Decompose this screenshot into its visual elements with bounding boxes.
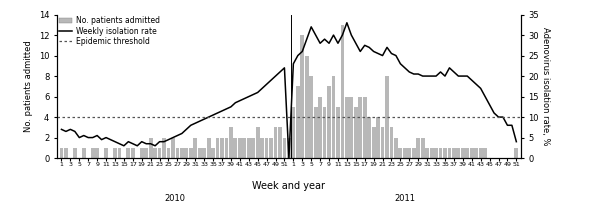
Bar <box>247 137 251 158</box>
Bar <box>64 148 68 158</box>
Bar <box>144 148 148 158</box>
Bar <box>412 148 416 158</box>
Bar <box>341 25 344 158</box>
Bar <box>398 148 402 158</box>
Bar <box>434 148 438 158</box>
Bar <box>376 117 380 158</box>
Bar <box>314 107 317 158</box>
Bar <box>73 148 77 158</box>
Bar <box>104 148 108 158</box>
Bar <box>421 137 425 158</box>
Bar <box>310 76 313 158</box>
Bar <box>345 97 349 158</box>
Bar <box>265 137 268 158</box>
Text: 2010: 2010 <box>164 194 185 203</box>
Bar <box>180 148 184 158</box>
Y-axis label: Adenovirus isolation rate, %: Adenovirus isolation rate, % <box>541 27 550 146</box>
Bar <box>113 148 117 158</box>
Bar <box>336 107 340 158</box>
Bar <box>153 148 157 158</box>
Bar <box>149 137 152 158</box>
Bar <box>301 35 304 158</box>
Bar <box>224 137 229 158</box>
Bar <box>140 148 143 158</box>
Bar <box>514 148 518 158</box>
Bar <box>278 127 282 158</box>
Bar <box>363 97 367 158</box>
Bar <box>287 137 291 158</box>
Bar <box>251 137 255 158</box>
Bar <box>167 148 170 158</box>
Bar <box>448 148 451 158</box>
Bar <box>475 148 478 158</box>
Bar <box>211 148 215 158</box>
Bar <box>443 148 447 158</box>
Bar <box>220 137 224 158</box>
Bar <box>171 137 175 158</box>
Bar <box>305 56 308 158</box>
Bar <box>59 148 64 158</box>
Bar <box>461 148 465 158</box>
Bar <box>457 148 460 158</box>
Bar <box>229 127 233 158</box>
Bar <box>372 127 376 158</box>
Bar <box>470 148 473 158</box>
X-axis label: Week and year: Week and year <box>253 181 325 191</box>
Bar <box>256 127 260 158</box>
Bar <box>452 148 456 158</box>
Text: 2011: 2011 <box>394 194 415 203</box>
Legend: No. patients admitted, Weekly isolation rate, Epidemic threshold: No. patients admitted, Weekly isolation … <box>59 16 160 46</box>
Bar <box>207 137 211 158</box>
Bar <box>380 127 385 158</box>
Bar <box>162 137 166 158</box>
Bar <box>95 148 99 158</box>
Bar <box>82 148 86 158</box>
Bar <box>176 148 179 158</box>
Bar <box>198 148 202 158</box>
Bar <box>260 137 264 158</box>
Bar <box>238 137 242 158</box>
Bar <box>158 148 161 158</box>
Bar <box>292 107 295 158</box>
Bar <box>407 148 411 158</box>
Bar <box>269 137 273 158</box>
Bar <box>430 148 434 158</box>
Bar <box>91 148 95 158</box>
Bar <box>416 137 420 158</box>
Bar <box>127 148 130 158</box>
Bar <box>274 127 277 158</box>
Bar <box>385 76 389 158</box>
Bar <box>466 148 469 158</box>
Bar <box>202 148 206 158</box>
Bar <box>403 148 407 158</box>
Bar <box>318 97 322 158</box>
Bar <box>296 86 300 158</box>
Bar <box>327 86 331 158</box>
Bar <box>483 148 487 158</box>
Bar <box>189 148 193 158</box>
Bar <box>358 97 362 158</box>
Y-axis label: No. patients admitted: No. patients admitted <box>25 40 34 132</box>
Bar <box>184 148 188 158</box>
Bar <box>215 137 220 158</box>
Bar <box>283 137 286 158</box>
Bar <box>367 117 371 158</box>
Bar <box>242 137 246 158</box>
Bar <box>233 137 237 158</box>
Bar <box>479 148 482 158</box>
Bar <box>425 148 429 158</box>
Bar <box>118 148 121 158</box>
Bar <box>354 107 358 158</box>
Bar <box>349 97 353 158</box>
Bar <box>394 137 398 158</box>
Bar <box>439 148 442 158</box>
Bar <box>131 148 135 158</box>
Bar <box>323 107 326 158</box>
Bar <box>332 76 335 158</box>
Bar <box>389 127 394 158</box>
Bar <box>193 137 197 158</box>
